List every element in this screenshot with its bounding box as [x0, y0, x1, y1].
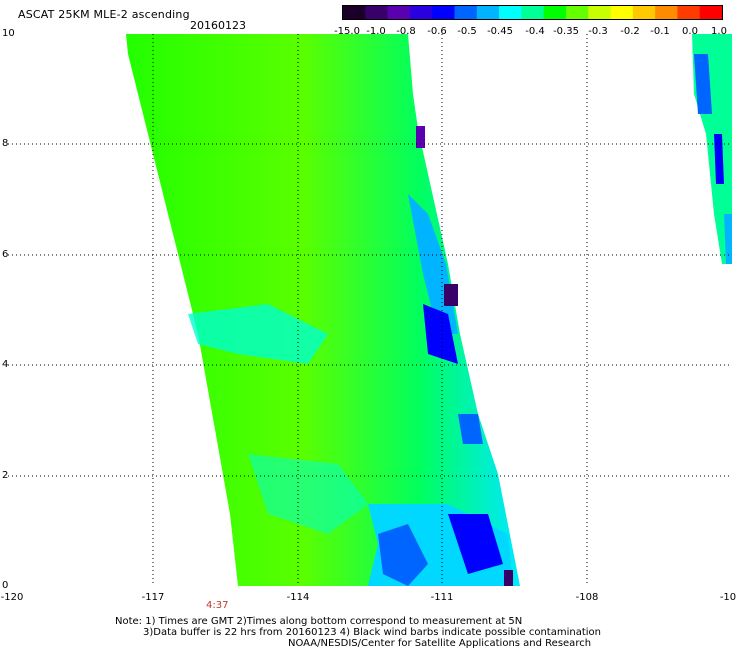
map-date: 20160123 — [190, 19, 246, 32]
colorbar — [342, 5, 723, 20]
colorbar-label: 1.0 — [711, 26, 727, 37]
swath-edge-h — [694, 54, 712, 114]
colorbar-swatch — [699, 6, 722, 19]
y-tick-label: 0 — [2, 580, 9, 591]
colorbar-swatch — [432, 6, 455, 19]
map-title: ASCAT 25KM MLE-2 ascending — [18, 8, 190, 21]
note-line: Note: 1) Times are GMT 2)Times along bot… — [115, 616, 523, 627]
swath-edge-c — [444, 284, 458, 306]
colorbar-swatch — [543, 6, 567, 19]
x-tick-label: -111 — [430, 592, 454, 603]
swath-blob-b — [248, 454, 368, 534]
x-tick-label: -117 — [141, 592, 165, 603]
swath-blob-e — [448, 514, 503, 574]
colorbar-swatch — [387, 6, 411, 19]
colorbar-swatch — [677, 6, 701, 19]
x-tick-label: -108 — [575, 592, 599, 603]
colorbar-swatch — [655, 6, 678, 19]
colorbar-swatch — [499, 6, 522, 19]
colorbar-label: -0.1 — [650, 26, 670, 37]
swath-edge-d — [416, 126, 425, 148]
colorbar-swatch — [565, 6, 589, 19]
swath-blob-a — [188, 304, 328, 364]
time-label: 4:37 — [206, 600, 229, 611]
colorbar-label: -0.3 — [588, 26, 608, 37]
colorbar-swatch — [476, 6, 500, 19]
colorbar-label: -15.0 — [334, 26, 360, 37]
swath-edge-b — [423, 304, 458, 364]
swath-edge-e — [504, 570, 513, 586]
colorbar-swatch — [365, 6, 389, 19]
y-tick-label: 10 — [2, 28, 15, 39]
y-tick-label: 6 — [2, 249, 9, 260]
colorbar-swatch — [409, 6, 433, 19]
colorbar-label: -0.45 — [487, 26, 513, 37]
note-line: 3)Data buffer is 22 hrs from 20160123 4)… — [143, 627, 601, 638]
x-tick-label: -10 — [719, 592, 737, 603]
y-tick-label: 8 — [2, 138, 9, 149]
swath-map — [8, 34, 732, 586]
swath-blob-d — [378, 524, 428, 586]
swath-edge-f — [458, 414, 483, 444]
colorbar-label: -0.4 — [525, 26, 545, 37]
colorbar-label: -0.6 — [427, 26, 447, 37]
swath-edge-i — [714, 134, 724, 184]
colorbar-swatch — [343, 6, 366, 19]
colorbar-label: -0.35 — [553, 26, 579, 37]
colorbar-label: -0.2 — [620, 26, 640, 37]
colorbar-swatch — [454, 6, 478, 19]
y-tick-label: 2 — [2, 470, 9, 481]
swath-main — [126, 34, 520, 586]
y-tick-label: 4 — [2, 359, 9, 370]
colorbar-swatch — [632, 6, 656, 19]
note-line: NOAA/NESDIS/Center for Satellite Applica… — [288, 638, 592, 649]
colorbar-label: -0.8 — [396, 26, 416, 37]
colorbar-label: 0.0 — [682, 26, 698, 37]
x-tick-label: -114 — [286, 592, 310, 603]
colorbar-swatch — [588, 6, 612, 19]
colorbar-label: -0.5 — [457, 26, 477, 37]
x-tick-label: -120 — [0, 592, 24, 603]
colorbar-swatch — [521, 6, 545, 19]
colorbar-label: -1.0 — [366, 26, 386, 37]
colorbar-swatch — [610, 6, 634, 19]
swath-edge-j — [724, 214, 732, 264]
